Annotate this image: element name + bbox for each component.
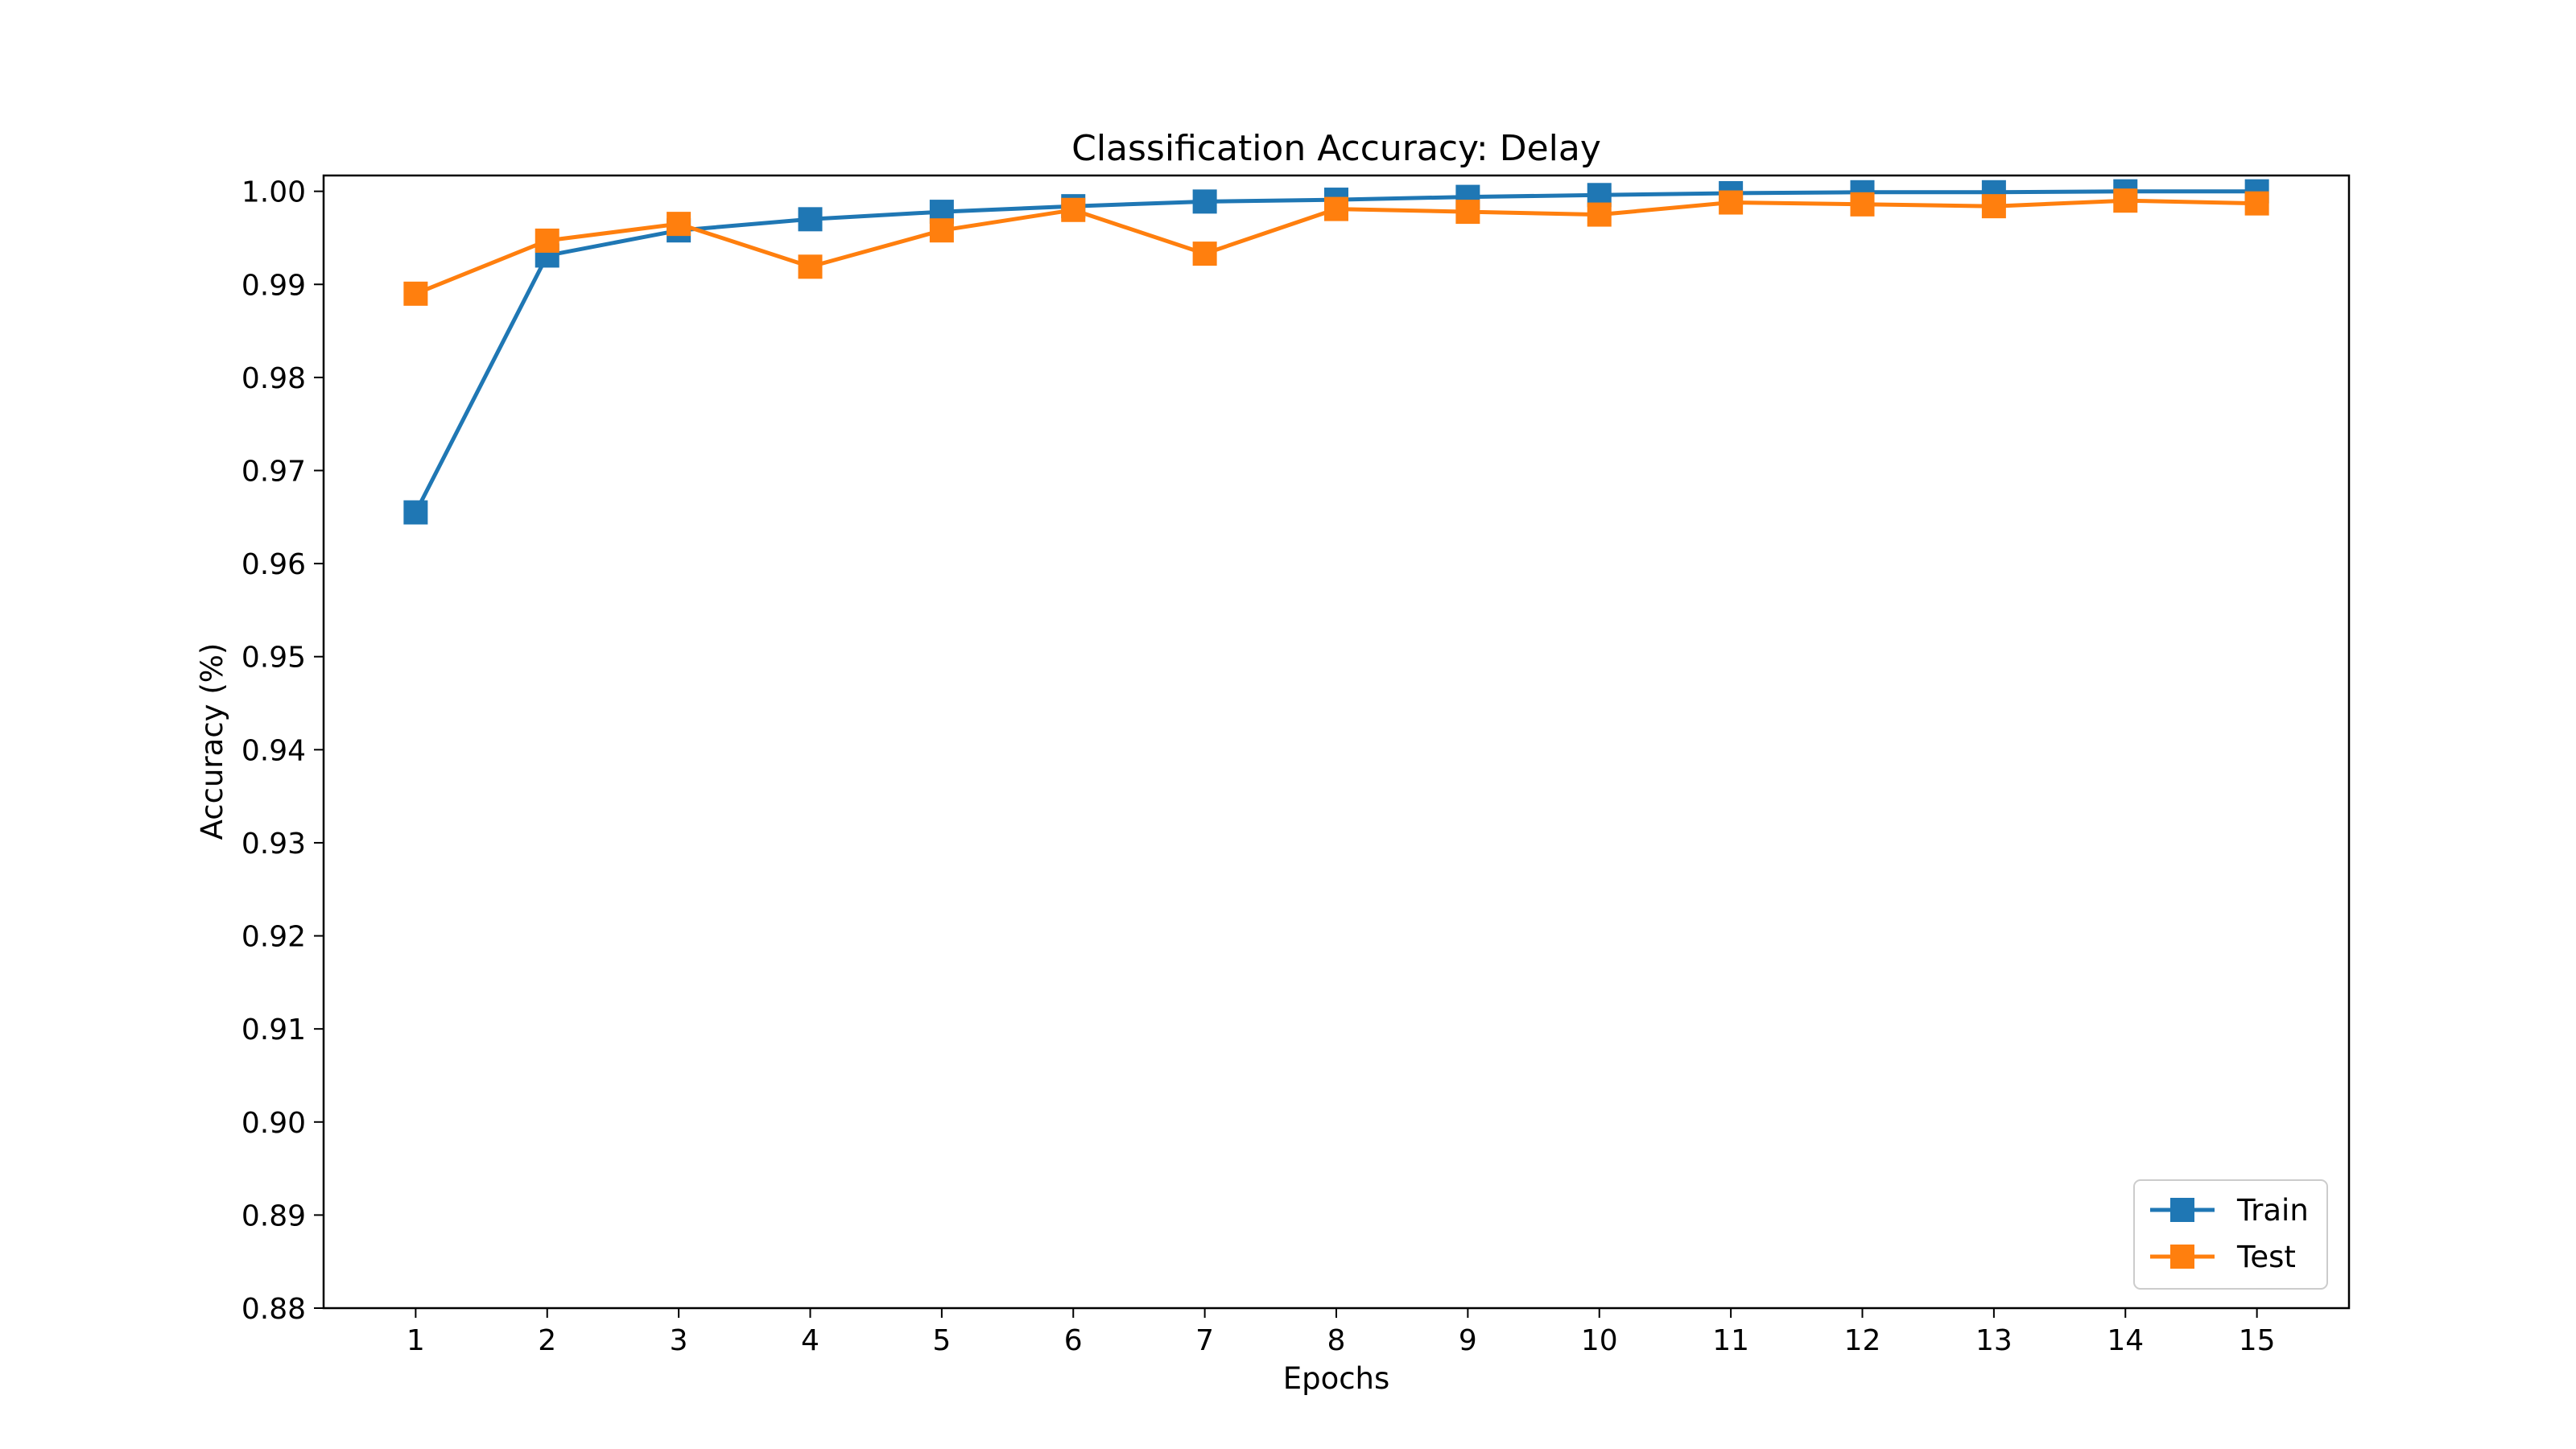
test-point xyxy=(1981,194,2006,219)
test-point xyxy=(667,212,691,237)
series-layer xyxy=(403,179,2269,525)
y-tick-label: 0.99 xyxy=(242,269,306,302)
x-tick-label: 1 xyxy=(407,1324,425,1357)
test-point xyxy=(1719,190,1744,215)
y-tick-label: 0.93 xyxy=(242,828,306,861)
test-point xyxy=(1850,192,1875,217)
x-tick-label: 10 xyxy=(1581,1324,1618,1357)
plot-area xyxy=(324,175,2349,1308)
x-tick-label: 9 xyxy=(1459,1324,1477,1357)
legend: Train Test xyxy=(2133,1179,2328,1290)
test-point xyxy=(2113,188,2138,213)
legend-test-label: Test xyxy=(2236,1240,2296,1274)
x-tick-label: 3 xyxy=(670,1324,688,1357)
x-tick-label: 15 xyxy=(2239,1324,2276,1357)
test-point xyxy=(1324,196,1348,221)
y-axis: 0.88 0.89 0.90 0.91 0.92 0.93 0.94 0.95 0.96 0.97… xyxy=(242,176,324,1326)
x-tick-label: 5 xyxy=(932,1324,951,1357)
y-tick-label: 0.95 xyxy=(242,642,306,675)
test-point xyxy=(403,281,428,306)
test-point xyxy=(1192,242,1217,266)
legend-train-label: Train xyxy=(2236,1193,2309,1228)
test-point xyxy=(1061,197,1086,222)
legend-train-marker xyxy=(2170,1198,2194,1222)
y-tick-label: 0.94 xyxy=(242,734,306,767)
y-tick-label: 0.89 xyxy=(242,1199,306,1232)
chart-title: Classification Accuracy: Delay xyxy=(1071,128,1601,169)
test-point xyxy=(1587,202,1612,227)
y-tick-label: 0.98 xyxy=(242,362,306,395)
x-tick-label: 13 xyxy=(1975,1324,2013,1357)
x-tick-label: 11 xyxy=(1712,1324,1749,1357)
x-tick-label: 2 xyxy=(538,1324,556,1357)
x-axis: 1 2 3 4 5 6 7 8 9 10 11 12 13 14 15 xyxy=(407,1308,2276,1357)
y-tick-label: 0.91 xyxy=(242,1013,306,1046)
x-tick-label: 12 xyxy=(1844,1324,1881,1357)
x-tick-label: 6 xyxy=(1064,1324,1083,1357)
test-point xyxy=(1455,200,1480,225)
y-tick-label: 0.92 xyxy=(242,921,306,954)
plot-frame xyxy=(322,174,2351,1310)
test-point xyxy=(929,218,954,243)
y-tick-label: 0.97 xyxy=(242,455,306,488)
y-tick-label: 0.90 xyxy=(242,1107,306,1140)
test-point xyxy=(535,228,559,253)
series-test xyxy=(403,188,2269,306)
y-tick-label: 0.88 xyxy=(242,1293,306,1326)
y-tick-label: 1.00 xyxy=(242,176,306,209)
train-point xyxy=(403,500,428,525)
y-tick-label: 0.96 xyxy=(242,548,306,581)
train-point xyxy=(1192,189,1217,214)
train-point xyxy=(798,207,823,232)
legend-test-marker xyxy=(2170,1245,2194,1269)
test-point xyxy=(2244,191,2269,216)
y-axis-label: Accuracy (%) xyxy=(195,643,229,840)
x-tick-label: 14 xyxy=(2107,1324,2144,1357)
x-tick-label: 8 xyxy=(1327,1324,1346,1357)
x-tick-label: 4 xyxy=(801,1324,819,1357)
x-axis-label: Epochs xyxy=(1283,1361,1390,1396)
x-tick-label: 7 xyxy=(1195,1324,1214,1357)
test-point xyxy=(798,254,823,279)
